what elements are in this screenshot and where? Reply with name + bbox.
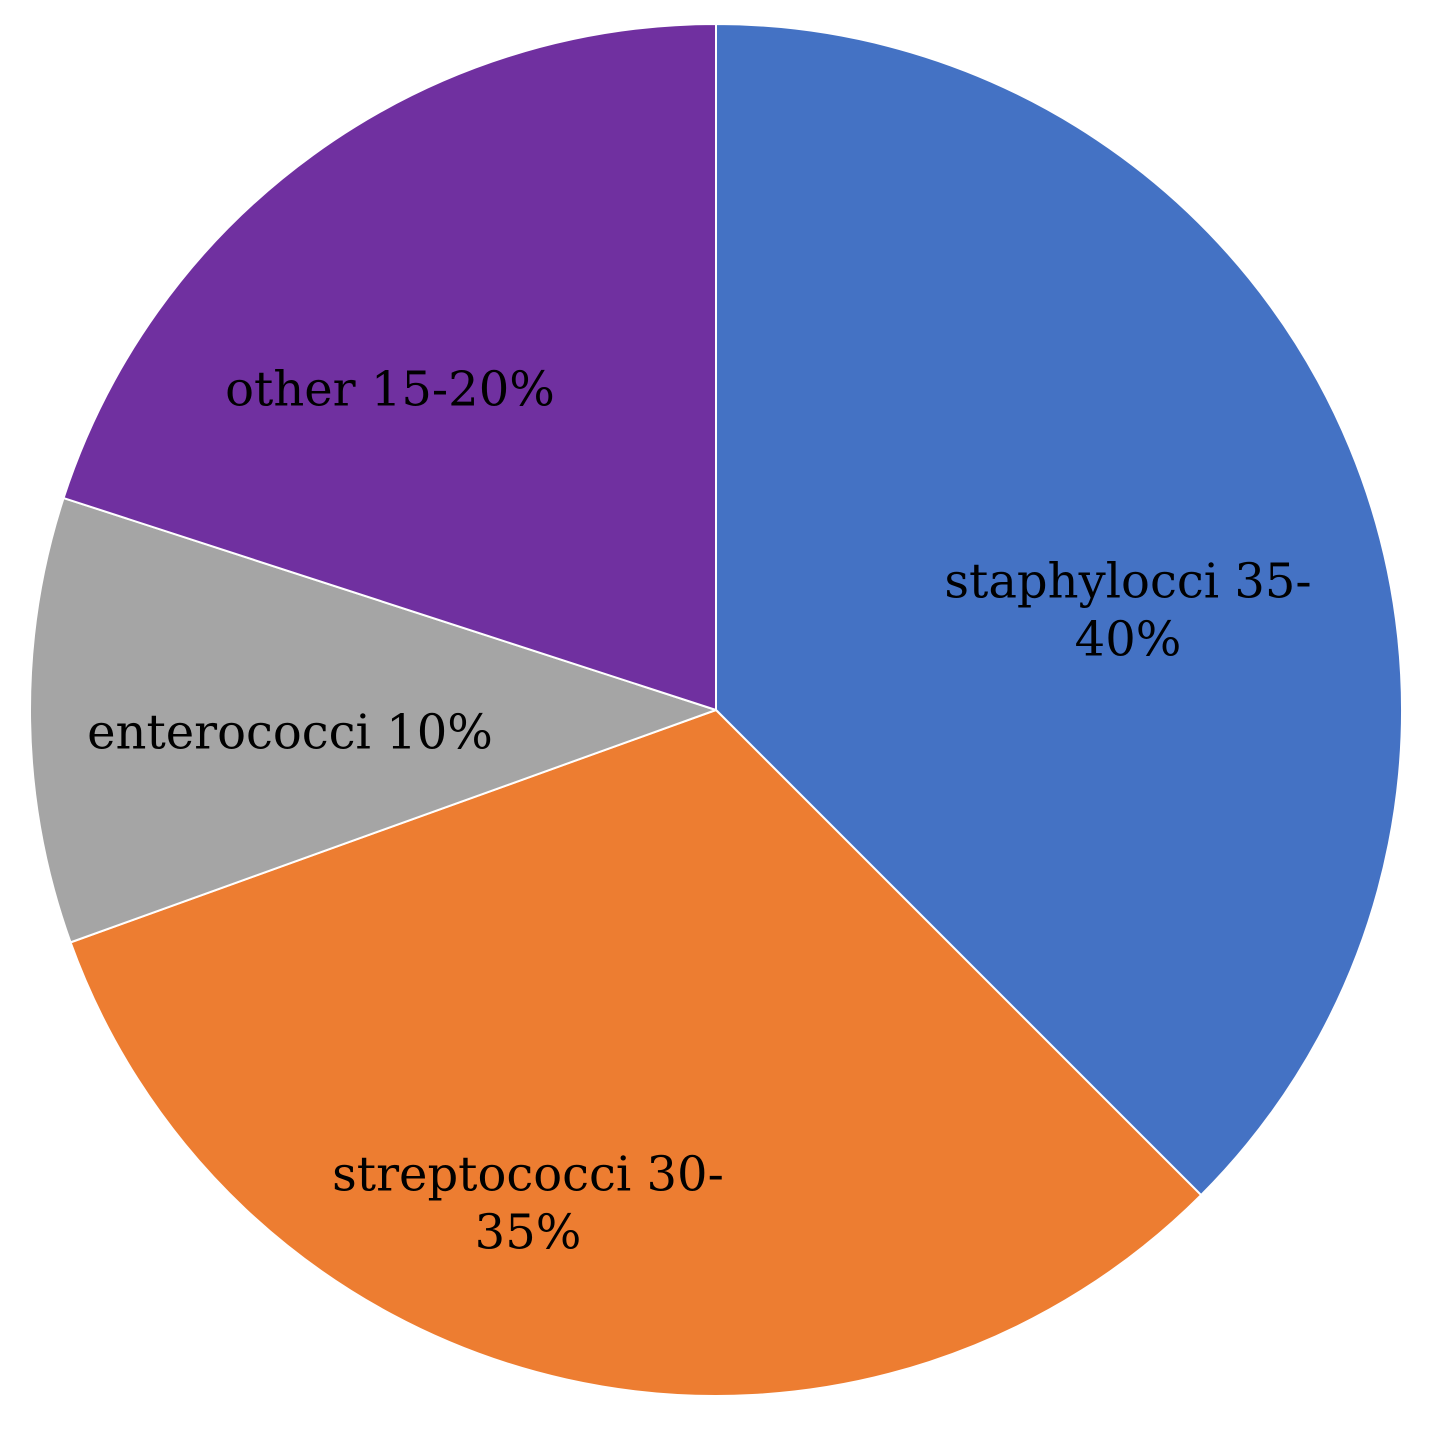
pie-slice-staphylocci [715, 23, 1404, 1197]
slice-label-enterococci: enterococci 10% [87, 705, 493, 761]
slice-label-line: 40% [1075, 612, 1182, 668]
slice-label-staphylocci: staphylocci 35-40% [944, 554, 1311, 668]
slice-label-other: other 15-20% [225, 362, 555, 418]
slice-label-streptococci: streptococci 30-35% [332, 1147, 724, 1261]
slice-label-line: 35% [475, 1205, 582, 1261]
pie-slice-enterococci [29, 497, 717, 944]
pie-slice-streptococci [69, 709, 1203, 1398]
pie-slice-other [62, 23, 717, 711]
slice-label-line: staphylocci 35- [944, 554, 1311, 610]
slice-labels: staphylocci 35-40% streptococci 30-35% ent… [87, 362, 1311, 1261]
slice-label-line: enterococci 10% [87, 705, 493, 761]
slice-label-line: streptococci 30- [332, 1147, 724, 1203]
pie-slices [29, 23, 1404, 1398]
slice-label-line: other 15-20% [225, 362, 555, 418]
